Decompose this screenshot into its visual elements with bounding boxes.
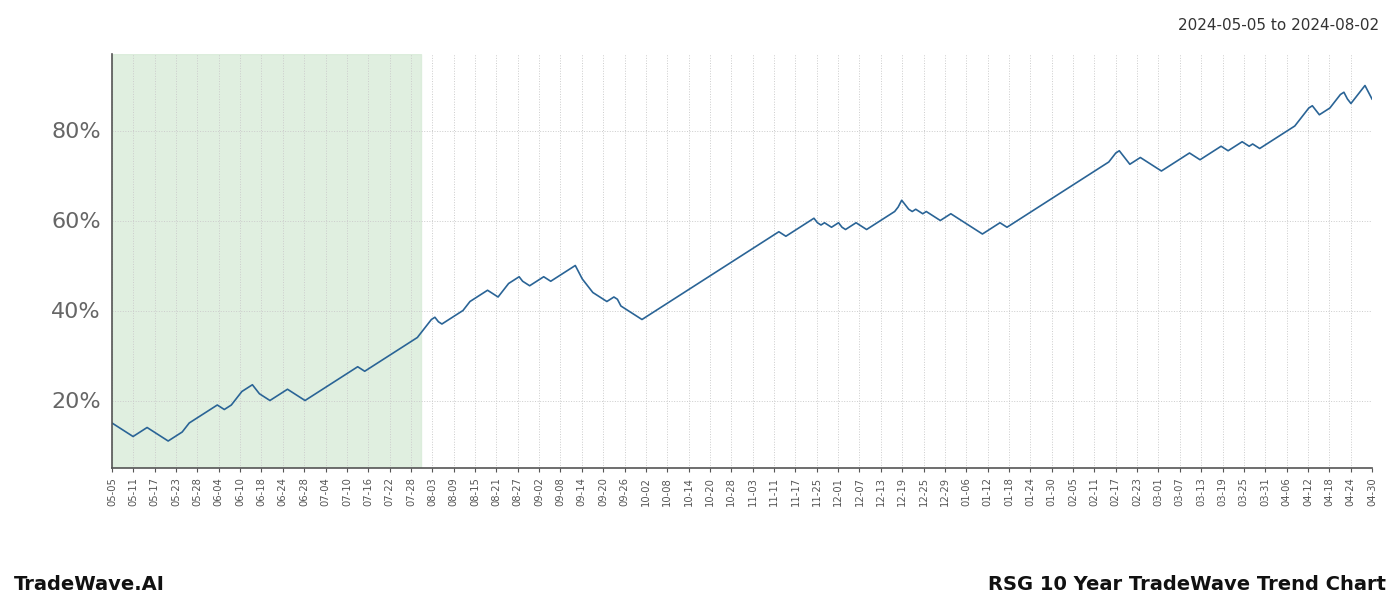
Text: RSG 10 Year TradeWave Trend Chart: RSG 10 Year TradeWave Trend Chart [988, 575, 1386, 594]
Text: TradeWave.AI: TradeWave.AI [14, 575, 165, 594]
Text: 2024-05-05 to 2024-08-02: 2024-05-05 to 2024-08-02 [1177, 18, 1379, 33]
Bar [112, 54, 420, 468]
